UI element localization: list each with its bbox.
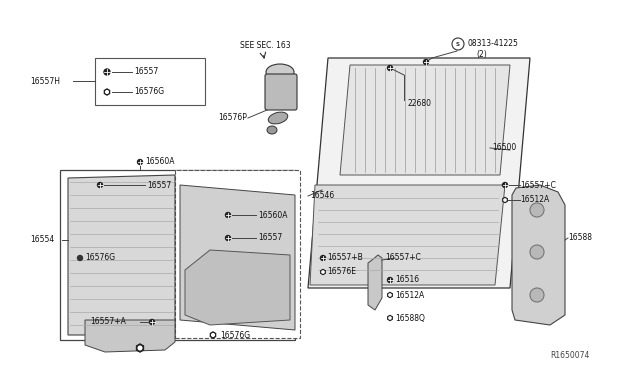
Polygon shape <box>211 332 216 338</box>
Circle shape <box>321 256 326 260</box>
Text: 16557: 16557 <box>134 67 158 77</box>
Polygon shape <box>85 320 175 352</box>
Text: R1650074: R1650074 <box>550 351 590 360</box>
Text: 08313-41225: 08313-41225 <box>468 38 519 48</box>
Text: 16557H: 16557H <box>30 77 60 86</box>
Circle shape <box>387 278 392 282</box>
Polygon shape <box>388 292 392 298</box>
Text: 16576G: 16576G <box>220 330 250 340</box>
Polygon shape <box>68 175 175 335</box>
Polygon shape <box>308 58 530 288</box>
Circle shape <box>150 320 154 324</box>
Circle shape <box>104 69 110 75</box>
Circle shape <box>225 212 230 218</box>
Text: 16554: 16554 <box>30 235 54 244</box>
Text: 16588: 16588 <box>568 234 592 243</box>
Circle shape <box>424 60 429 64</box>
Bar <box>60 170 295 340</box>
Text: 16576P: 16576P <box>218 113 247 122</box>
Text: S: S <box>456 42 460 46</box>
Bar <box>95 58 205 105</box>
Circle shape <box>387 65 392 71</box>
Text: 16557: 16557 <box>147 180 172 189</box>
Text: SEE SEC. 163: SEE SEC. 163 <box>240 42 291 51</box>
Polygon shape <box>185 250 290 325</box>
Polygon shape <box>388 315 392 321</box>
Circle shape <box>212 334 214 336</box>
Circle shape <box>389 317 391 319</box>
Polygon shape <box>503 198 507 202</box>
Circle shape <box>77 256 83 260</box>
Text: 16557+B: 16557+B <box>327 253 363 263</box>
Ellipse shape <box>268 112 288 124</box>
Text: (2): (2) <box>476 49 487 58</box>
Text: 16560A: 16560A <box>145 157 175 167</box>
Ellipse shape <box>267 126 277 134</box>
Polygon shape <box>340 65 510 175</box>
Circle shape <box>106 91 108 93</box>
Text: 22680: 22680 <box>407 99 431 108</box>
Text: 16576G: 16576G <box>134 87 164 96</box>
Polygon shape <box>180 185 295 330</box>
Text: 16512A: 16512A <box>520 196 549 205</box>
Text: 16516: 16516 <box>395 276 419 285</box>
Ellipse shape <box>266 64 294 80</box>
Circle shape <box>138 346 142 350</box>
Circle shape <box>530 245 544 259</box>
Circle shape <box>389 294 391 296</box>
Text: 16512A: 16512A <box>395 291 424 299</box>
Text: 16576G: 16576G <box>85 253 115 263</box>
Polygon shape <box>512 185 565 325</box>
Circle shape <box>97 183 102 187</box>
Circle shape <box>504 199 506 201</box>
Text: 16557: 16557 <box>258 234 282 243</box>
Circle shape <box>502 183 508 187</box>
Text: 16557+C: 16557+C <box>385 253 421 263</box>
Circle shape <box>138 160 143 164</box>
Bar <box>175 170 300 338</box>
Text: 16588Q: 16588Q <box>395 314 425 323</box>
Text: 16557+A: 16557+A <box>90 317 126 327</box>
Circle shape <box>530 203 544 217</box>
Polygon shape <box>368 255 382 310</box>
Text: 16557+C: 16557+C <box>520 180 556 189</box>
Text: 16576E: 16576E <box>327 267 356 276</box>
FancyBboxPatch shape <box>265 74 297 110</box>
Text: 16546: 16546 <box>310 192 334 201</box>
Polygon shape <box>136 344 143 352</box>
Polygon shape <box>321 269 325 275</box>
Polygon shape <box>310 185 505 285</box>
Circle shape <box>322 271 324 273</box>
Text: 16500: 16500 <box>492 144 516 153</box>
Polygon shape <box>104 89 109 95</box>
Circle shape <box>530 288 544 302</box>
Text: 16560A: 16560A <box>258 211 287 219</box>
Circle shape <box>225 235 230 241</box>
